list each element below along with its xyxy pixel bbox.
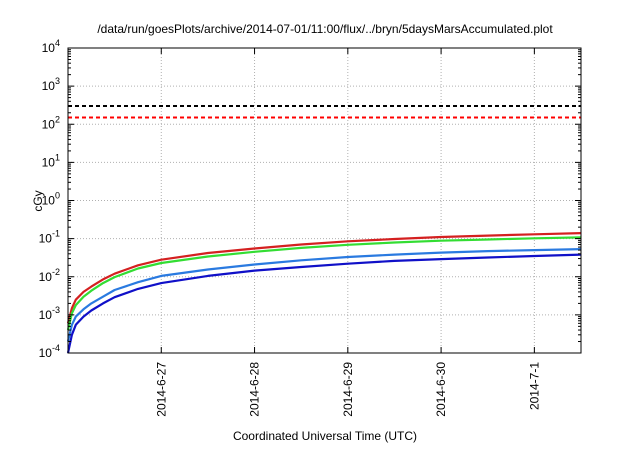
x-tick-label: 2014-6-28 [248, 362, 262, 417]
series-line [66, 253, 582, 354]
series-line [66, 232, 582, 324]
series-line [66, 248, 582, 342]
reference-lines [68, 105, 581, 119]
y-axis-label: cGy [31, 190, 45, 211]
y-tick-label: 100 [42, 191, 60, 208]
y-tick-label: 103 [42, 76, 60, 93]
x-tick-label: 2014-6-30 [434, 362, 448, 417]
y-tick-label: 102 [42, 114, 60, 131]
x-axis-label: Coordinated Universal Time (UTC) [233, 429, 417, 443]
x-tick-label: 2014-7-1 [527, 362, 541, 410]
y-tick-label: 104 [42, 38, 60, 55]
series-layer [66, 232, 582, 354]
y-tick-label: 10-2 [39, 267, 60, 284]
x-tick-label: 2014-6-29 [341, 362, 355, 417]
y-tick-label: 10-3 [39, 305, 60, 322]
x-tick-label: 2014-6-27 [154, 362, 168, 417]
x-tick-labels: 2014-6-27 2014-6-28 2014-6-29 2014-6-30 2014… [154, 48, 541, 417]
y-tick-label: 10-4 [39, 343, 60, 360]
series-line [66, 236, 582, 331]
y-tick-label: 101 [42, 152, 60, 169]
y-tick-label: 10-1 [39, 229, 60, 246]
chart-title: /data/run/goesPlots/archive/2014-07-01/1… [97, 22, 553, 36]
plot-frame [67, 47, 582, 354]
grid-layer [68, 48, 581, 353]
